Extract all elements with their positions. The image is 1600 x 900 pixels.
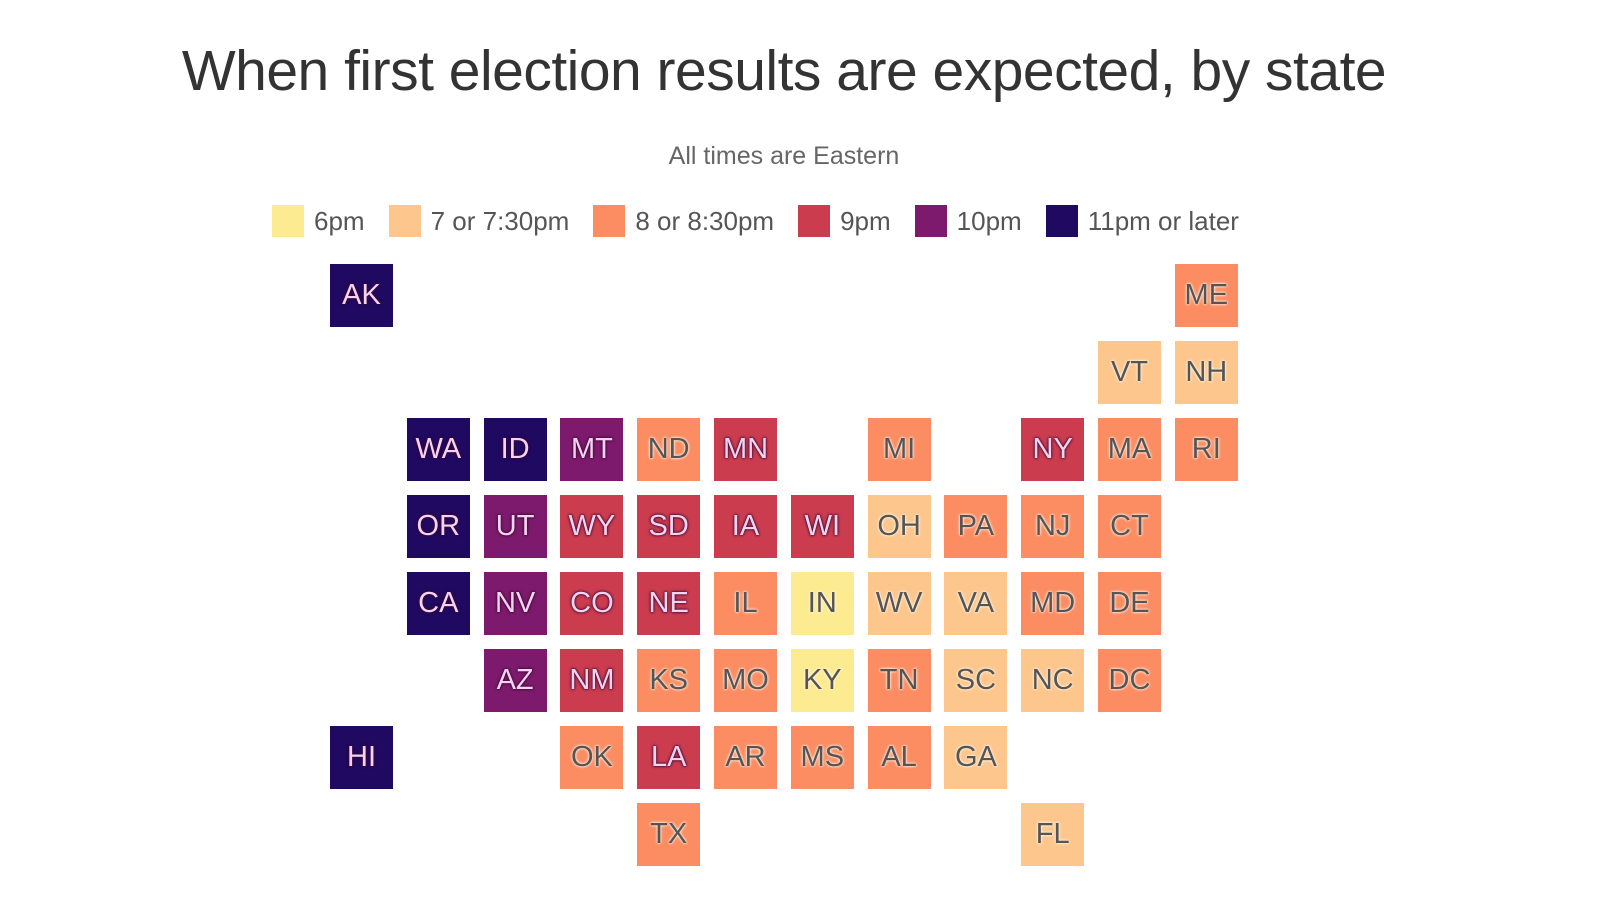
legend-swatch <box>1045 205 1078 237</box>
state-tile-wa: WA <box>406 418 470 481</box>
state-tile-wi: WI <box>790 495 854 558</box>
state-tile-ct: CT <box>1098 495 1161 558</box>
state-tile-nh: NH <box>1174 341 1238 404</box>
state-tile-nd: ND <box>637 418 701 481</box>
state-tile-md: MD <box>1021 572 1085 635</box>
state-tile-ga: GA <box>944 726 1008 789</box>
legend: 6pm 7 or 7:30pm 8 or 8:30pm 9pm 10pm 11pm or … <box>272 205 1263 237</box>
state-tile-ok: OK <box>560 726 624 789</box>
state-tile-ri: RI <box>1174 418 1238 481</box>
state-tile-me: ME <box>1174 264 1238 327</box>
state-tile-mn: MN <box>714 418 777 481</box>
state-tile-nm: NM <box>560 649 624 712</box>
state-tile-co: CO <box>560 572 624 635</box>
state-tile-ar: AR <box>714 726 777 789</box>
legend-label: 8 or 8:30pm <box>635 205 775 236</box>
chart-title: When first election results are expected… <box>181 39 1387 103</box>
state-tile-nj: NJ <box>1021 495 1085 558</box>
state-tile-mi: MI <box>867 418 931 481</box>
state-tile-pa: PA <box>944 495 1008 558</box>
state-tile-la: LA <box>637 726 701 789</box>
legend-item: 11pm or later <box>1045 205 1239 237</box>
legend-swatch <box>593 205 626 237</box>
chart-subtitle: All times are Eastern <box>668 142 900 170</box>
state-tile-ak: AK <box>330 264 393 327</box>
state-tile-or: OR <box>406 495 470 558</box>
state-tile-il: IL <box>714 572 777 635</box>
legend-item: 8 or 8:30pm <box>593 205 774 237</box>
state-tile-fl: FL <box>1021 803 1085 866</box>
legend-swatch <box>914 205 947 237</box>
legend-swatch <box>388 205 421 237</box>
state-tile-ky: KY <box>790 649 854 712</box>
state-tile-vt: VT <box>1098 341 1161 404</box>
legend-label: 7 or 7:30pm <box>430 205 570 236</box>
legend-item: 10pm <box>914 205 1022 237</box>
legend-swatch <box>798 205 831 237</box>
state-tile-az: AZ <box>483 649 547 712</box>
state-tile-va: VA <box>944 572 1008 635</box>
legend-label: 6pm <box>314 205 365 236</box>
legend-swatch <box>272 205 304 237</box>
state-tile-sd: SD <box>637 495 701 558</box>
state-tile-al: AL <box>867 726 931 789</box>
state-tile-hi: HI <box>330 726 393 789</box>
state-tile-ia: IA <box>714 495 777 558</box>
state-tile-tn: TN <box>867 649 931 712</box>
state-tile-wy: WY <box>560 495 624 558</box>
state-tile-dc: DC <box>1098 649 1161 712</box>
state-tile-mt: MT <box>560 418 624 481</box>
legend-label: 9pm <box>840 205 891 236</box>
state-tile-ca: CA <box>406 572 470 635</box>
state-tile-ks: KS <box>637 649 701 712</box>
state-tile-in: IN <box>790 572 854 635</box>
state-tile-ny: NY <box>1021 418 1085 481</box>
state-tile-ma: MA <box>1098 418 1161 481</box>
state-tile-oh: OH <box>867 495 931 558</box>
legend-item: 7 or 7:30pm <box>388 205 570 237</box>
legend-item: 9pm <box>798 205 891 237</box>
state-tile-ut: UT <box>483 495 547 558</box>
state-tile-wv: WV <box>867 572 931 635</box>
state-tile-nc: NC <box>1021 649 1085 712</box>
state-tile-id: ID <box>483 418 547 481</box>
state-tile-nv: NV <box>483 572 547 635</box>
state-tile-ne: NE <box>637 572 701 635</box>
state-tile-ms: MS <box>790 726 854 789</box>
state-tile-mo: MO <box>714 649 777 712</box>
legend-label: 10pm <box>956 205 1022 236</box>
state-tile-tx: TX <box>637 803 701 866</box>
state-tile-sc: SC <box>944 649 1008 712</box>
legend-label: 11pm or later <box>1087 205 1239 236</box>
state-tile-de: DE <box>1098 572 1161 635</box>
legend-item: 6pm <box>272 205 365 237</box>
